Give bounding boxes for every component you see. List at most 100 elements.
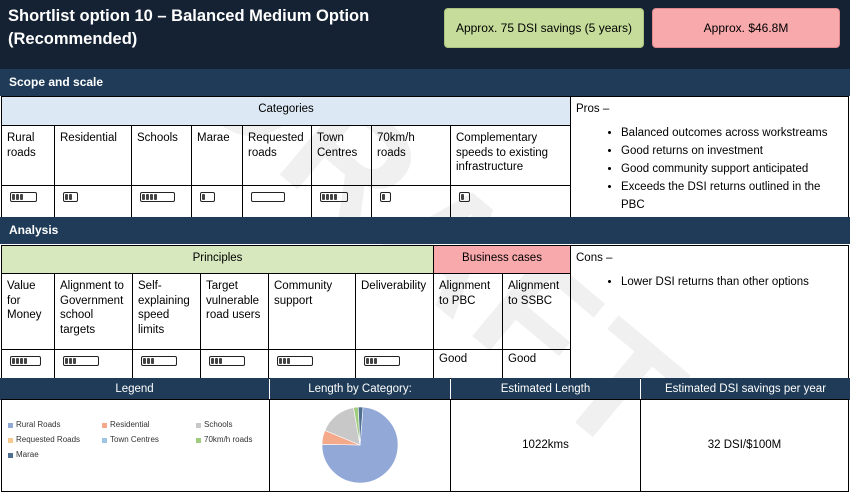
category-rating-cell (54, 185, 132, 218)
legend-label: 70km/h roads (204, 435, 253, 444)
legend-label: Requested Roads (16, 435, 81, 444)
pie-slice-marae (357, 406, 364, 446)
principle-rating-cell (200, 349, 269, 379)
business-case-value: Good (439, 353, 468, 365)
battery-segment (219, 358, 222, 364)
cost-badge: Approx. $46.8M (652, 8, 840, 48)
battery-segment (150, 194, 153, 200)
battery-segment (151, 358, 154, 364)
business-case-value-cell: Good (502, 349, 571, 379)
business-cases-header: Business cases (433, 245, 571, 274)
categories-header: Categories (1, 96, 571, 126)
battery-segment (24, 358, 27, 364)
legend-swatch (196, 422, 201, 428)
battery-segment (20, 358, 23, 364)
legend-panel: Rural Roads Residential Schools Requeste… (1, 399, 270, 492)
cons-item: Lower DSI returns than other options (621, 273, 843, 291)
battery-icon (140, 192, 175, 202)
category-cell: Rural roads (1, 125, 55, 186)
principle-cell: Deliverability (355, 273, 434, 350)
category-label: 70km/h roads (377, 132, 415, 159)
battery-segment (12, 194, 15, 200)
battery-icon (320, 192, 348, 202)
business-case-cell: Alignment to PBC (433, 273, 503, 350)
principle-label: Target vulnerable road users (206, 280, 261, 321)
legend-label: Town Centres (110, 435, 159, 444)
principle-rating-cell (355, 349, 434, 379)
category-cell: Requested roads (242, 125, 312, 186)
category-rating-cell (191, 185, 243, 218)
legend-label: Rural Roads (16, 420, 61, 429)
battery-segment (16, 194, 19, 200)
legend-item: Schools (196, 418, 232, 433)
legend-item: Rural Roads (8, 418, 60, 433)
legend-swatch (8, 422, 13, 428)
battery-segment (12, 358, 15, 364)
category-rating-cell (242, 185, 312, 218)
battery-segment (374, 358, 377, 364)
estimated-length-header: Estimated Length (451, 378, 640, 400)
battery-segment (65, 194, 68, 200)
category-cell: Complementary speeds to existing infrast… (450, 125, 571, 186)
battery-segment (283, 358, 286, 364)
category-cell: Marae (191, 125, 243, 186)
category-cell: 70km/h roads (371, 125, 451, 186)
battery-icon (277, 356, 313, 366)
battery-segment (211, 358, 214, 364)
pros-item: Exceeds the DSI returns outlined in the … (621, 178, 843, 214)
battery-segment (147, 358, 150, 364)
principle-cell: Target vulnerable road users (200, 273, 269, 350)
category-label: Residential (60, 132, 117, 144)
battery-segment (154, 194, 157, 200)
length-pie-chart (321, 406, 399, 484)
principle-cell: Self-explaining speed limits (132, 273, 201, 350)
battery-icon (10, 356, 41, 366)
category-label: Rural roads (7, 132, 36, 159)
battery-segment (20, 194, 23, 200)
battery-segment (73, 358, 76, 364)
cons-panel: Cons – Lower DSI returns than other opti… (570, 245, 849, 379)
principle-label: Alignment to Government school targets (60, 280, 124, 336)
category-cell: Residential (54, 125, 132, 186)
cons-title: Cons – (576, 252, 613, 264)
business-case-cell: Alignment to SSBC (502, 273, 571, 350)
principle-label: Community support (274, 280, 333, 307)
category-cell: Town Centres (311, 125, 372, 186)
battery-icon (141, 356, 177, 366)
business-case-label: Alignment to SSBC (508, 280, 560, 307)
legend-swatch (102, 422, 107, 428)
battery-segment (382, 194, 385, 200)
pros-item: Balanced outcomes across workstreams (621, 124, 843, 142)
battery-icon (63, 356, 99, 366)
battery-segment (370, 358, 373, 364)
business-case-value-cell: Good (433, 349, 503, 379)
dsi-savings-value: 32 DSI/$100M (707, 439, 782, 451)
battery-segment (65, 358, 68, 364)
legend-label: Schools (204, 420, 233, 429)
legend-label: Residential (110, 420, 150, 429)
legend-item: Marae (8, 448, 39, 463)
legend-swatch (8, 452, 13, 458)
battery-segment (330, 194, 333, 200)
principle-rating-cell (54, 349, 133, 379)
pros-panel: Pros – Balanced outcomes across workstre… (570, 96, 849, 218)
dsi-savings-badge: Approx. 75 DSI savings (5 years) (444, 8, 644, 48)
category-rating-cell (311, 185, 372, 218)
principle-label: Deliverability (361, 280, 427, 292)
pie-chart-panel (269, 399, 451, 492)
battery-icon (200, 192, 215, 202)
cons-list: Lower DSI returns than other options (576, 273, 843, 291)
pros-item: Good community support anticipated (621, 160, 843, 178)
principle-rating-cell (268, 349, 356, 379)
battery-icon (459, 192, 470, 202)
category-label: Requested roads (248, 132, 304, 159)
category-label: Complementary speeds to existing infrast… (456, 132, 549, 173)
battery-segment (215, 358, 218, 364)
legend-item: 70km/h roads (196, 433, 252, 448)
category-rating-cell (450, 185, 571, 218)
category-rating-cell (131, 185, 192, 218)
principle-rating-cell (132, 349, 201, 379)
legend-swatch (196, 437, 201, 443)
battery-segment (287, 358, 290, 364)
principle-rating-cell (1, 349, 55, 379)
